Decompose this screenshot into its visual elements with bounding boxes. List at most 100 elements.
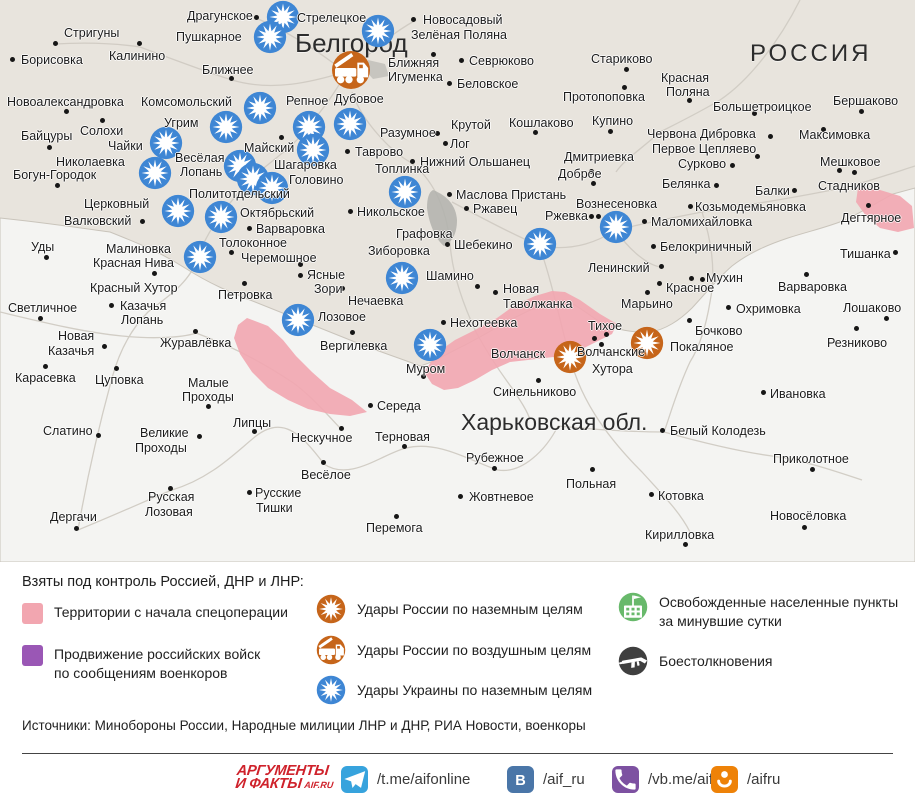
- settlement-dot: [167, 485, 173, 491]
- viber-link[interactable]: /vb.me/aif: [612, 766, 713, 793]
- settlement-dot: [729, 162, 735, 168]
- vk-icon[interactable]: В: [507, 766, 534, 793]
- place-label: Пушкарное: [176, 30, 242, 44]
- place-label: Белый Колодезь: [670, 424, 766, 438]
- region-label: РОССИЯ: [750, 40, 872, 67]
- telegram-icon[interactable]: [341, 766, 368, 793]
- settlement-dot: [409, 158, 415, 164]
- place-label: Красная: [661, 71, 710, 85]
- settlement-dot: [463, 205, 469, 211]
- settlement-dot: [892, 249, 898, 255]
- telegram-handle[interactable]: /t.me/aifonline: [377, 771, 471, 788]
- legend-ua-ground-label: Удары Украины по наземным целям: [357, 682, 593, 698]
- place-label: Новая: [503, 282, 540, 296]
- settlement-dot: [751, 110, 757, 116]
- ua-ground-strike-icon: [255, 171, 289, 205]
- place-label: Угрим: [164, 116, 199, 130]
- place-label: Максимовка: [799, 128, 871, 142]
- place-label: Никольское: [357, 205, 425, 219]
- place-label: Сурково: [678, 157, 727, 171]
- territory-swatch: [22, 603, 43, 624]
- settlement-dot: [588, 168, 594, 174]
- settlement-dot: [607, 128, 613, 134]
- ok-link[interactable]: /aifru: [711, 766, 780, 793]
- settlement-dot: [595, 213, 601, 219]
- place-label: Синельниково: [493, 385, 577, 399]
- settlement-dot: [658, 263, 664, 269]
- settlement-dot: [444, 241, 450, 247]
- place-label: Варваровка: [778, 280, 847, 294]
- settlement-dot: [9, 56, 15, 62]
- settlement-dot: [858, 108, 864, 114]
- liberated-settlement-icon: [618, 592, 648, 622]
- place-label: Бершаково: [833, 94, 899, 108]
- place-label: Покаляное: [670, 340, 734, 354]
- settlement-dot: [43, 254, 49, 260]
- settlement-dot: [196, 433, 202, 439]
- ok-handle[interactable]: /aifru: [747, 771, 781, 788]
- vk-link[interactable]: В /aif_ru: [507, 766, 585, 793]
- place-label: Таволжанка: [503, 297, 573, 311]
- settlement-dot: [809, 466, 815, 472]
- settlement-dot: [686, 97, 692, 103]
- legend-liberated-label: Освобожденные населенные пункты за минув…: [659, 594, 899, 629]
- settlement-dot: [42, 363, 48, 369]
- place-label: Муром: [406, 362, 446, 376]
- place-label: Уды: [31, 240, 55, 254]
- settlement-dot: [99, 117, 105, 123]
- place-label: Стариково: [591, 52, 653, 66]
- settlement-dot: [725, 304, 731, 310]
- place-label: Комсомольский: [141, 95, 232, 109]
- place-label: Проходы: [135, 441, 187, 455]
- settlement-dot: [760, 389, 766, 395]
- settlement-dot: [644, 289, 650, 295]
- viber-icon[interactable]: [612, 766, 639, 793]
- place-label: Валковский: [64, 214, 132, 228]
- settlement-dot: [688, 275, 694, 281]
- settlement-dot: [297, 261, 303, 267]
- place-label: Балки: [755, 184, 790, 198]
- place-label: Байцуры: [21, 129, 73, 143]
- place-label: Церковный: [84, 197, 150, 211]
- place-label: Протопоповка: [563, 90, 645, 104]
- settlement-dot: [883, 315, 889, 321]
- urban-water-patches: [365, 60, 457, 246]
- place-label: Варваровка: [256, 222, 325, 236]
- settlement-dot: [73, 525, 79, 531]
- place-label: Кошлаково: [509, 116, 574, 130]
- place-label: Зори: [314, 282, 343, 296]
- settlement-dot: [648, 491, 654, 497]
- place-label: Ржавец: [473, 202, 518, 216]
- viber-handle[interactable]: /vb.me/aif: [648, 771, 714, 788]
- settlement-dot: [46, 144, 52, 150]
- legend-ru-air-label: Удары России по воздушным целям: [357, 642, 592, 658]
- place-label: Весёлая: [175, 151, 225, 165]
- legend-item-ru-air: Удары России по воздушным целям: [316, 635, 591, 665]
- ua-ground-strike-icon: [296, 133, 330, 167]
- place-label: Графовка: [396, 227, 453, 241]
- place-label: Ближнее: [202, 63, 254, 77]
- settlement-dot: [532, 129, 538, 135]
- place-label: Карасевка: [15, 371, 76, 385]
- vk-handle[interactable]: /aif_ru: [543, 771, 585, 788]
- telegram-link[interactable]: /t.me/aifonline: [341, 766, 470, 793]
- place-label: Хутора: [592, 362, 633, 376]
- place-label: Калинино: [109, 49, 166, 63]
- settlement-dot: [339, 285, 345, 291]
- ru-ground-strike-icon: [630, 326, 664, 360]
- settlement-dot: [656, 280, 662, 286]
- place-label: Светличное: [8, 301, 78, 315]
- settlement-dot: [349, 329, 355, 335]
- place-label: Ивановка: [770, 387, 826, 401]
- settlement-dot: [851, 169, 857, 175]
- settlement-dot: [603, 331, 609, 337]
- ok-icon[interactable]: [711, 766, 738, 793]
- place-label: Таврово: [355, 145, 404, 159]
- settlement-dot: [650, 243, 656, 249]
- place-label: Лопань: [121, 313, 164, 327]
- settlement-dot: [401, 443, 407, 449]
- settlement-dot: [228, 75, 234, 81]
- place-label: Слатино: [43, 424, 93, 438]
- settlement-dot: [151, 270, 157, 276]
- settlement-dot: [241, 280, 247, 286]
